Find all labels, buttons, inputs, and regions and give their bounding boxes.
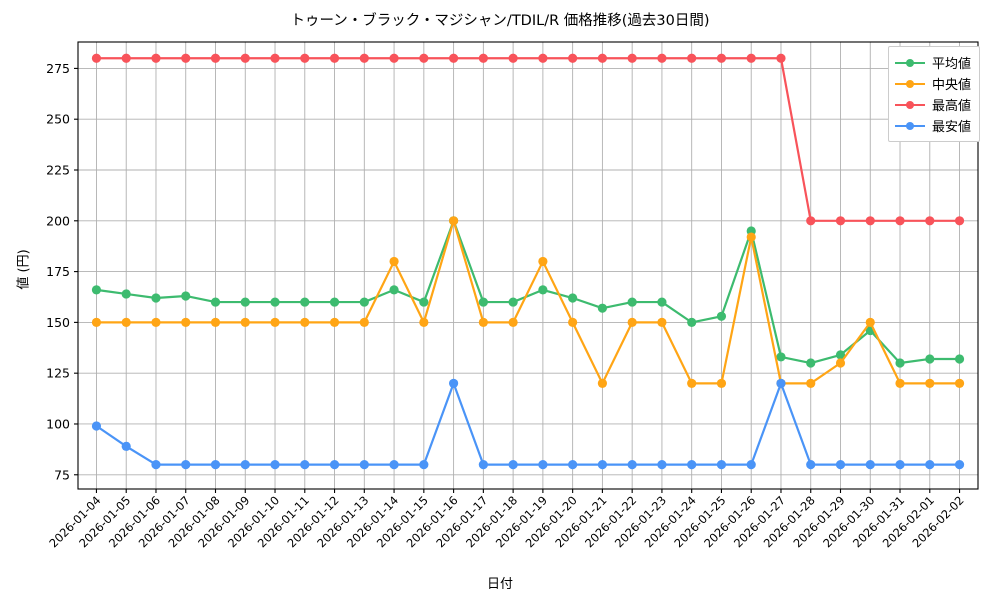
series-2 xyxy=(91,216,965,388)
svg-text:275: 275 xyxy=(46,61,70,76)
chart-title: トゥーン・ブラック・マジシャン/TDIL/R 価格推移(過去30日間) xyxy=(290,13,710,29)
legend-item-label: 最安値 xyxy=(932,120,972,135)
grid-lines xyxy=(78,42,978,489)
series-3 xyxy=(91,53,965,226)
svg-text:75: 75 xyxy=(54,467,70,482)
svg-text:200: 200 xyxy=(46,213,70,228)
svg-text:150: 150 xyxy=(46,315,70,330)
legend-marker-icon xyxy=(895,77,925,91)
legend-item-3[interactable]: 最高値 xyxy=(895,94,971,115)
svg-text:175: 175 xyxy=(46,264,70,279)
series-1 xyxy=(91,216,965,368)
axes-frame xyxy=(77,41,979,490)
x-axis-label: 日付 xyxy=(486,577,513,592)
legend-marker-icon xyxy=(895,98,925,112)
legend-item-4[interactable]: 最安値 xyxy=(895,115,971,136)
chart-legend: 平均値中央値最高値最安値 xyxy=(888,46,981,142)
y-axis-ticks: 75 100 125 150 175 200 225 250 275 xyxy=(46,61,78,482)
series-4 xyxy=(91,378,965,470)
legend-item-2[interactable]: 中央値 xyxy=(895,73,971,94)
svg-text:250: 250 xyxy=(46,112,70,127)
legend-item-label: 最高値 xyxy=(932,99,972,114)
legend-item-label: 平均値 xyxy=(932,57,972,72)
legend-item-1[interactable]: 平均値 xyxy=(895,52,971,73)
svg-text:125: 125 xyxy=(46,366,70,381)
legend-marker-icon xyxy=(895,119,925,133)
x-axis-ticks: 2026-01-042026-01-052026-01-062026-01-07… xyxy=(46,489,967,550)
svg-text:100: 100 xyxy=(46,416,70,431)
svg-text:225: 225 xyxy=(46,163,70,178)
legend-marker-icon xyxy=(895,56,925,70)
legend-item-label: 中央値 xyxy=(932,78,972,93)
